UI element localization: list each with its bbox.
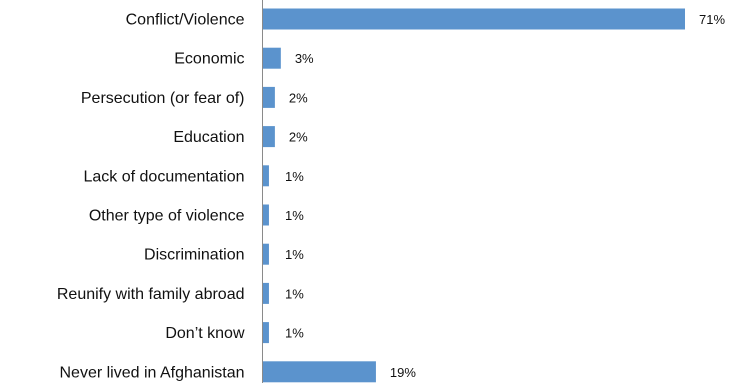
- category-label: Other type of violence: [89, 208, 245, 225]
- category-label: Education: [173, 129, 244, 146]
- bar: [263, 282, 269, 304]
- bar: [263, 47, 281, 69]
- bar: [263, 322, 269, 344]
- category-label: Economic: [174, 51, 244, 68]
- bar: [263, 361, 376, 383]
- category-label: Never lived in Afghanistan: [60, 364, 245, 381]
- category-label: Persecution (or fear of): [81, 90, 245, 107]
- data-label: 19%: [390, 365, 416, 380]
- category-label: Conflict/Violence: [126, 12, 245, 29]
- data-label: 71%: [699, 12, 725, 27]
- bar: [263, 126, 275, 148]
- value-labels: 71% 3% 2% 2% 1% 1% 1% 1% 1% 19%: [285, 12, 725, 380]
- data-label: 3%: [295, 51, 314, 66]
- category-label: Don’t know: [165, 325, 245, 342]
- data-label: 2%: [289, 90, 308, 105]
- data-label: 1%: [285, 326, 304, 341]
- category-label: Lack of documentation: [84, 168, 245, 185]
- category-label: Reunify with family abroad: [57, 286, 245, 303]
- data-label: 1%: [285, 247, 304, 262]
- bar: [263, 204, 269, 226]
- data-label: 1%: [285, 286, 304, 301]
- data-label: 1%: [285, 169, 304, 184]
- data-label: 1%: [285, 208, 304, 223]
- data-label: 2%: [289, 130, 308, 145]
- bar: [263, 165, 269, 187]
- bar: [263, 86, 275, 108]
- bar: [263, 243, 269, 265]
- bar: [263, 8, 685, 30]
- category-labels: Conflict/Violence Economic Persecution (or…: [57, 12, 245, 382]
- category-label: Discrimination: [144, 247, 244, 264]
- bars-group: [263, 8, 685, 383]
